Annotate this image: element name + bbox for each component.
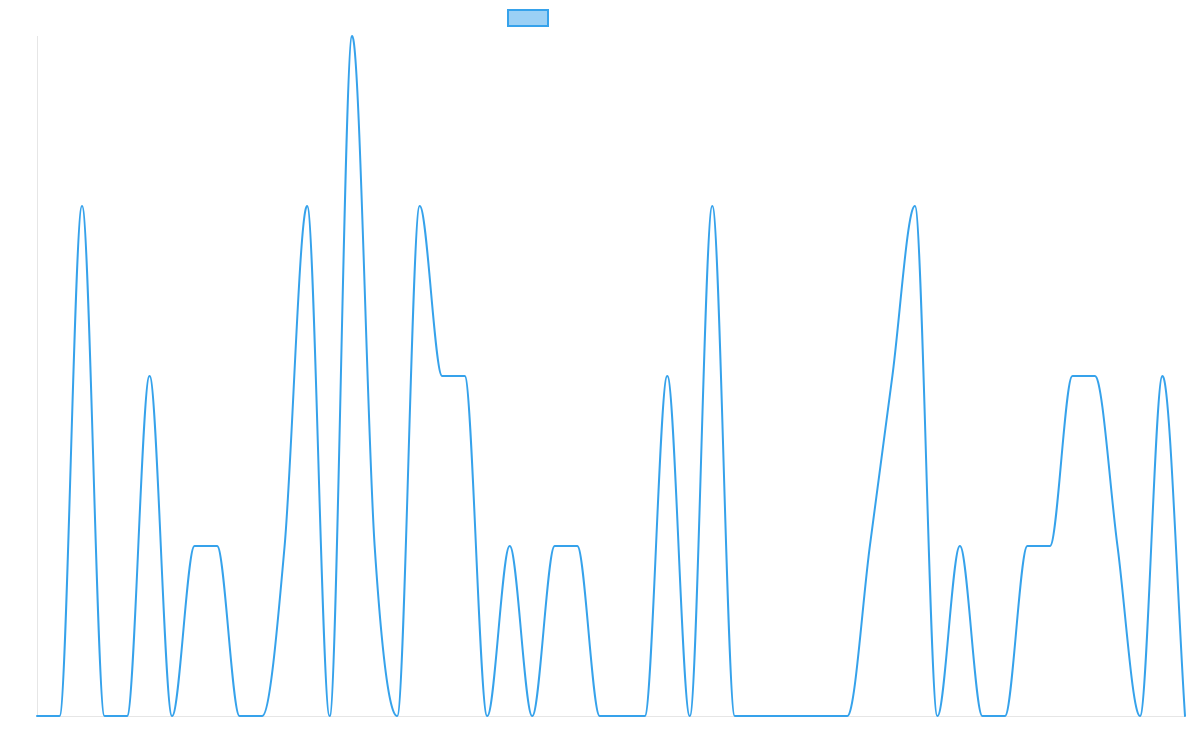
data-point-0-8[interactable] <box>214 543 220 549</box>
data-point-0-21[interactable] <box>507 543 513 549</box>
data-point-0-44[interactable] <box>1024 543 1030 549</box>
data-point-0-13[interactable] <box>327 713 333 719</box>
data-point-0-30[interactable] <box>709 203 715 209</box>
data-point-0-22[interactable] <box>529 713 535 719</box>
data-point-0-6[interactable] <box>169 713 175 719</box>
data-point-0-20[interactable] <box>484 713 490 719</box>
data-point-0-16[interactable] <box>394 713 400 719</box>
data-point-0-40[interactable] <box>934 713 940 719</box>
data-point-0-12[interactable] <box>304 203 310 209</box>
data-point-0-17[interactable] <box>417 203 423 209</box>
data-point-0-25[interactable] <box>597 713 603 719</box>
data-point-0-11[interactable] <box>282 543 288 549</box>
data-point-0-46[interactable] <box>1069 373 1075 379</box>
data-point-0-24[interactable] <box>574 543 580 549</box>
data-point-0-37[interactable] <box>867 543 873 549</box>
data-point-0-27[interactable] <box>642 713 648 719</box>
data-point-0-29[interactable] <box>687 713 693 719</box>
data-point-0-18[interactable] <box>439 373 445 379</box>
data-point-0-45[interactable] <box>1047 543 1053 549</box>
data-point-0-35[interactable] <box>822 713 828 719</box>
data-point-0-38[interactable] <box>889 373 895 379</box>
data-point-0-2[interactable] <box>79 203 85 209</box>
legend-swatch[interactable] <box>507 9 549 27</box>
data-point-0-7[interactable] <box>192 543 198 549</box>
series-line-0 <box>36 35 1186 717</box>
data-point-0-3[interactable] <box>102 713 108 719</box>
data-point-0-10[interactable] <box>259 713 265 719</box>
data-point-0-0[interactable] <box>34 713 40 719</box>
data-point-0-14[interactable] <box>349 33 355 39</box>
data-point-0-33[interactable] <box>777 713 783 719</box>
data-point-0-31[interactable] <box>732 713 738 719</box>
data-point-0-1[interactable] <box>57 713 63 719</box>
data-point-0-51[interactable] <box>1182 713 1188 719</box>
data-point-0-39[interactable] <box>912 203 918 209</box>
data-point-0-41[interactable] <box>957 543 963 549</box>
data-point-0-34[interactable] <box>799 713 805 719</box>
data-point-0-5[interactable] <box>147 373 153 379</box>
data-point-0-50[interactable] <box>1159 373 1165 379</box>
data-point-0-4[interactable] <box>124 713 130 719</box>
data-point-0-28[interactable] <box>664 373 670 379</box>
data-point-0-23[interactable] <box>552 543 558 549</box>
data-point-0-36[interactable] <box>844 713 850 719</box>
data-point-0-9[interactable] <box>237 713 243 719</box>
series-layer <box>34 33 1188 719</box>
data-point-0-19[interactable] <box>462 373 468 379</box>
data-point-0-43[interactable] <box>1002 713 1008 719</box>
legend[interactable] <box>507 9 549 27</box>
data-point-0-15[interactable] <box>372 543 378 549</box>
data-point-0-32[interactable] <box>754 713 760 719</box>
data-point-0-42[interactable] <box>979 713 985 719</box>
data-point-0-26[interactable] <box>619 713 625 719</box>
data-point-0-47[interactable] <box>1092 373 1098 379</box>
data-point-0-49[interactable] <box>1137 713 1143 719</box>
data-point-0-48[interactable] <box>1114 543 1120 549</box>
